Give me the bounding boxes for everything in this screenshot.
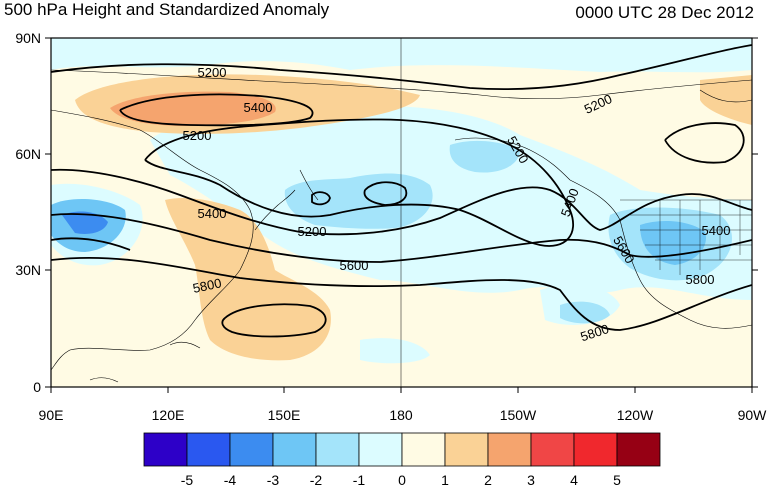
contour-label: 5200 (183, 128, 212, 143)
lat-labels: 90N 60N 30N 0 (15, 30, 41, 395)
anomaly-positive-east (560, 98, 660, 117)
contour-5800-loop (221, 303, 327, 338)
contour-label: 5400 (244, 100, 273, 115)
anomaly-neg2-kamchatka (284, 173, 433, 229)
lon-label: 150W (500, 407, 537, 423)
colorbar-swatch (487, 432, 532, 467)
anomaly-neg2-alaska (449, 140, 520, 173)
contour-5600 (51, 213, 752, 263)
map-timestamp: 0000 UTC 28 Dec 2012 (575, 3, 754, 22)
colorbar-swatch (272, 432, 317, 467)
contour-5600-west (51, 237, 131, 251)
lon-label: 180 (389, 407, 413, 423)
colorbar-tick-label: 4 (570, 472, 578, 488)
colorbar-swatch (444, 432, 489, 467)
colorbar-tick-label: -4 (224, 472, 237, 488)
lat-ticks (45, 37, 758, 388)
contour-label: 5800 (686, 272, 715, 287)
colorbar-tick-label: 5 (613, 472, 621, 488)
colorbar-labels: -5 -4 -3 -2 -1 0 1 2 3 4 5 (181, 472, 621, 488)
lon-labels: 90E 120E 150E 180 150W 120W 90W (39, 407, 768, 423)
anomaly-negative-north-pacific (150, 106, 752, 300)
contour-5800 (51, 256, 752, 331)
contour-label: 5600 (340, 258, 369, 273)
lon-label: 120W (617, 407, 654, 423)
coast-kamchatka (299, 169, 319, 201)
coast-arctic (51, 69, 752, 100)
coast-maritime (89, 341, 201, 383)
colorbar-swatch (616, 432, 661, 467)
lon-label: 90E (39, 407, 64, 423)
colorbar-swatch (401, 432, 446, 467)
lon-ticks (50, 387, 753, 393)
colorbar-swatch (229, 432, 274, 467)
colorbar-tick-label: 1 (441, 472, 449, 488)
contour-5200-small (311, 191, 331, 206)
contour-label: 5800 (191, 275, 222, 296)
political-boundaries (620, 199, 752, 275)
lat-label: 90N (15, 30, 41, 46)
height-contours (51, 44, 752, 338)
anomaly-neg3-north-america (640, 220, 706, 265)
colorbar (143, 432, 661, 467)
colorbar-tick-label: -2 (310, 472, 323, 488)
coastlines (51, 69, 752, 383)
lat-label: 60N (15, 146, 41, 162)
lat-label: 30N (15, 262, 41, 278)
colorbar-swatch (358, 432, 403, 467)
contour-label: 5400 (198, 206, 227, 221)
coast-north-america (569, 179, 752, 329)
colorbar-tick-label: 2 (484, 472, 492, 488)
lon-label: 120E (152, 407, 185, 423)
colorbar-swatch (573, 432, 618, 467)
coast-japan (254, 189, 296, 231)
lon-label: 150E (268, 407, 301, 423)
contour-5200-ring (363, 181, 408, 206)
anomaly-neg3-asia (62, 211, 108, 234)
coast-alaska (454, 137, 571, 181)
anomaly-negative-arctic (51, 38, 752, 73)
contour-5200-east (664, 122, 745, 164)
colorbar-tick-label: 0 (398, 472, 406, 488)
coast-asia (51, 109, 254, 371)
anomaly-neg-subtropics (560, 301, 610, 324)
lon-label: 90W (738, 407, 768, 423)
contour-5200-north (51, 44, 752, 91)
contour-label: 5200 (298, 224, 327, 239)
colorbar-tick-label: 3 (527, 472, 535, 488)
coast-greenland (699, 89, 752, 103)
colorbar-swatch (186, 432, 231, 467)
contour-label: 5200 (198, 65, 227, 80)
colorbar-swatch (530, 432, 575, 467)
contour-label: 5400 (702, 223, 731, 238)
map-title: 500 hPa Height and Standardized Anomaly (4, 0, 330, 19)
colorbar-swatch (143, 432, 188, 467)
colorbar-tick-label: -3 (267, 472, 280, 488)
anomaly-positive-greenland (700, 75, 752, 125)
contour-5400-main (51, 168, 752, 236)
contour-5200-loop (144, 118, 575, 247)
lat-label: 0 (33, 379, 41, 395)
anomaly-negative-tropics (360, 338, 430, 364)
colorbar-swatch (315, 432, 360, 467)
contour-5400-siberia (119, 93, 314, 127)
colorbar-tick-label: -5 (181, 472, 194, 488)
colorbar-tick-label: -1 (353, 472, 366, 488)
